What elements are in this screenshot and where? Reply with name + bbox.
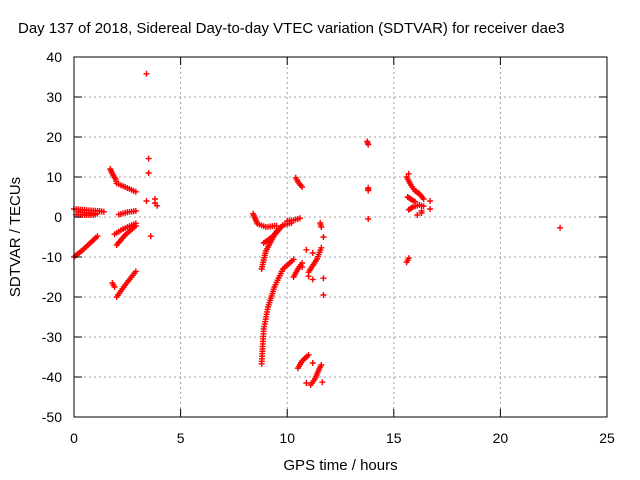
data-point bbox=[303, 246, 310, 253]
data-point bbox=[309, 360, 316, 366]
data-point bbox=[420, 203, 427, 210]
data-point bbox=[405, 170, 412, 177]
data-point bbox=[100, 208, 107, 215]
chart-title: Day 137 of 2018, Sidereal Day-to-day VTE… bbox=[18, 20, 565, 37]
x-tick-label: 5 bbox=[177, 430, 185, 446]
data-point bbox=[143, 198, 150, 204]
data-point bbox=[318, 244, 325, 251]
data-point bbox=[111, 284, 118, 290]
data-point bbox=[412, 198, 419, 205]
data-point bbox=[320, 234, 327, 240]
data-point bbox=[275, 226, 282, 232]
data-point bbox=[305, 352, 312, 358]
y-tick-label: -50 bbox=[42, 409, 62, 425]
data-point bbox=[365, 141, 372, 148]
y-tick-label: -20 bbox=[42, 289, 62, 305]
data-point bbox=[290, 256, 297, 263]
data-point bbox=[273, 222, 280, 229]
y-tick-label: -10 bbox=[42, 249, 62, 265]
data-point bbox=[405, 255, 412, 262]
data-point bbox=[132, 268, 139, 275]
data-point bbox=[92, 210, 99, 217]
data-point bbox=[309, 250, 316, 256]
x-axis-title: GPS time / hours bbox=[283, 457, 397, 474]
x-tick-label: 25 bbox=[599, 430, 615, 446]
data-point bbox=[427, 206, 434, 212]
x-tick-label: 10 bbox=[279, 430, 295, 446]
data-point bbox=[154, 202, 161, 209]
data-point bbox=[320, 292, 327, 298]
data-point bbox=[132, 208, 139, 214]
data-point bbox=[319, 379, 326, 386]
data-point bbox=[94, 233, 101, 240]
data-point bbox=[318, 224, 325, 230]
data-point bbox=[299, 184, 306, 190]
y-tick-label: 0 bbox=[54, 209, 62, 225]
data-point bbox=[365, 187, 372, 194]
plot-frame bbox=[73, 56, 608, 418]
data-points bbox=[71, 70, 564, 388]
data-point bbox=[147, 233, 154, 240]
data-point bbox=[132, 188, 139, 195]
y-tick-label: 40 bbox=[46, 49, 62, 65]
data-point bbox=[309, 276, 316, 283]
y-tick-label: 20 bbox=[46, 129, 62, 145]
data-point bbox=[320, 275, 327, 282]
data-point bbox=[145, 170, 152, 176]
y-axis-title: SDTVAR / TECUs bbox=[7, 177, 24, 297]
axis-ticks: 0 5 10 15 20 25 -50 -40 -30 -20 -10 0 10 20 30 40 bbox=[42, 49, 615, 446]
data-point bbox=[143, 70, 150, 77]
y-tick-label: 30 bbox=[46, 89, 62, 105]
data-point bbox=[557, 224, 564, 231]
data-point bbox=[299, 264, 306, 270]
data-point bbox=[318, 362, 325, 368]
y-tick-label: -30 bbox=[42, 329, 62, 345]
data-point bbox=[365, 216, 372, 222]
data-point bbox=[414, 212, 421, 218]
data-point bbox=[132, 220, 139, 227]
data-point bbox=[303, 380, 310, 386]
x-tick-label: 20 bbox=[493, 430, 509, 446]
x-tick-label: 15 bbox=[386, 430, 402, 446]
data-point bbox=[420, 196, 427, 202]
data-point bbox=[145, 155, 152, 162]
data-point bbox=[305, 273, 312, 280]
data-point bbox=[427, 198, 434, 204]
y-tick-label: -40 bbox=[42, 369, 62, 385]
data-point bbox=[296, 215, 303, 222]
x-tick-label: 0 bbox=[70, 430, 78, 446]
grid-lines bbox=[74, 57, 607, 417]
data-point bbox=[418, 208, 425, 214]
y-tick-label: 10 bbox=[46, 169, 62, 185]
